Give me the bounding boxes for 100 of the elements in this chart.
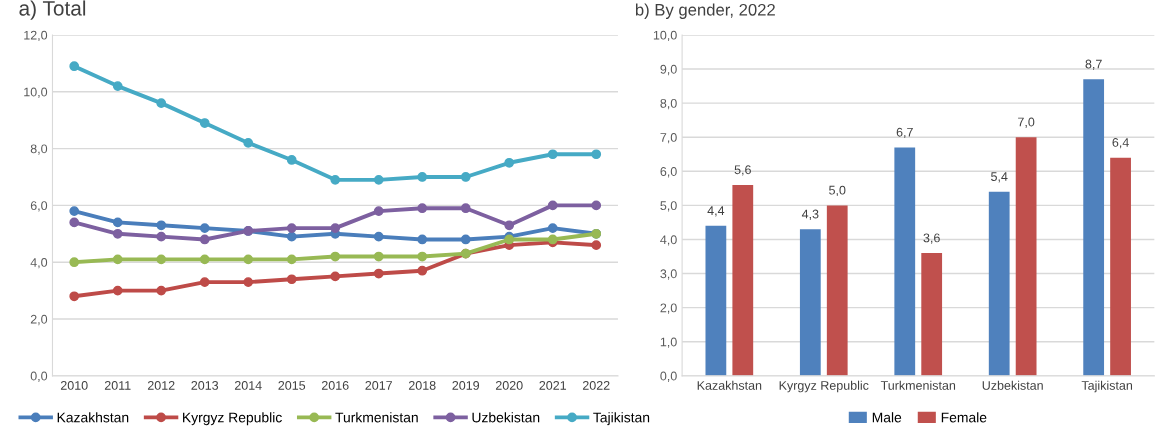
point: [460, 172, 471, 182]
point: [112, 217, 123, 228]
bar: [1083, 79, 1105, 376]
y-tick-label: 12,0: [24, 30, 48, 42]
point: [286, 274, 297, 285]
data-label: 7,0: [1018, 117, 1035, 128]
chart-title: b) By gender, 2022: [635, 3, 775, 19]
point: [373, 206, 384, 216]
point: [547, 149, 558, 160]
point: [417, 265, 428, 276]
point: [330, 223, 341, 233]
point: [156, 285, 167, 296]
x-tick-label: Kazakhstan: [697, 380, 762, 390]
y-tick-label: 8,0: [30, 144, 48, 155]
x-tick-label: 2017: [365, 381, 392, 390]
point: [330, 251, 341, 262]
point: [417, 172, 428, 182]
point: [330, 174, 341, 185]
point: [417, 203, 428, 214]
y-tick-label: 6,0: [660, 167, 677, 178]
point: [460, 203, 471, 214]
legend-label: Male: [872, 412, 902, 423]
bar: [732, 184, 754, 376]
bar: [1110, 157, 1131, 376]
point: [460, 234, 471, 245]
legend-label: Female: [941, 412, 987, 423]
x-tick-label: 2014: [234, 381, 262, 390]
data-label: 8,7: [1085, 59, 1102, 70]
point: [330, 271, 341, 282]
y-tick-label: 2,0: [660, 303, 677, 314]
point: [417, 234, 428, 245]
point: [243, 277, 254, 287]
point: [417, 251, 428, 262]
x-tick-label: Tajikistan: [1081, 380, 1133, 393]
data-label: 4,3: [801, 209, 819, 220]
y-tick-label: 0,0: [30, 371, 48, 382]
point: [156, 231, 167, 242]
x-tick-label: 2013: [191, 381, 219, 390]
chart-title: a) Total: [19, 0, 86, 20]
point: [69, 206, 80, 216]
point: [243, 254, 254, 265]
point: [504, 157, 515, 168]
point: [373, 251, 384, 262]
data-label: 5,0: [829, 185, 846, 197]
legend-label: Uzbekistan: [472, 412, 540, 423]
y-tick-label: 7,0: [660, 133, 677, 144]
x-tick-label: 2015: [278, 381, 306, 390]
data-label: 6,7: [896, 127, 913, 139]
x-tick-label: 2021: [539, 381, 567, 390]
x-tick-label: 2012: [147, 381, 175, 390]
bar: [988, 191, 1010, 376]
y-tick-label: 0,0: [660, 371, 677, 382]
point: [286, 155, 297, 165]
data-label: 5,4: [991, 172, 1008, 183]
x-tick-label: 2018: [408, 381, 436, 390]
bar: [1015, 137, 1037, 376]
bar: [826, 205, 848, 376]
point: [199, 223, 210, 233]
y-tick-label: 10,0: [653, 30, 677, 42]
data-label: 6,4: [1112, 138, 1129, 149]
point: [591, 200, 602, 211]
legend-label: Tajikistan: [593, 412, 650, 426]
legend-label: Turkmenistan: [335, 412, 418, 423]
data-label: 4,4: [707, 206, 725, 217]
x-tick-label: 2016: [321, 381, 349, 390]
point: [591, 240, 602, 251]
point: [112, 254, 123, 265]
point: [199, 277, 210, 287]
point: [69, 257, 80, 268]
point: [373, 231, 384, 242]
x-tick-label: Turkmenistan: [880, 380, 956, 390]
data-label: 5,6: [734, 165, 751, 176]
point: [69, 61, 80, 72]
y-tick-label: 10,0: [24, 87, 48, 98]
x-tick-label: 2022: [582, 381, 610, 390]
point: [547, 223, 558, 233]
y-tick-label: 5,0: [660, 201, 677, 212]
bar: [894, 147, 916, 376]
point: [286, 254, 297, 265]
point: [112, 285, 123, 296]
x-tick-label: 2019: [452, 381, 480, 390]
point: [504, 220, 515, 231]
legend-label: Kyrgyz Republic: [183, 412, 282, 426]
point: [286, 223, 297, 233]
point: [69, 291, 80, 302]
bar: [921, 253, 943, 376]
x-tick-label: Uzbekistan: [982, 380, 1043, 390]
point: [547, 200, 558, 211]
point: [199, 118, 210, 128]
y-tick-label: 3,0: [660, 269, 677, 280]
bar: [799, 229, 821, 376]
point: [199, 234, 210, 245]
x-tick-label: 2011: [104, 381, 131, 390]
y-tick-label: 4,0: [660, 235, 677, 246]
point: [156, 220, 167, 231]
x-tick-label: Kyrgyz Republic: [779, 380, 869, 393]
y-tick-label: 9,0: [660, 64, 677, 76]
point: [286, 231, 297, 242]
x-tick-label: 2020: [495, 381, 523, 390]
point: [199, 254, 210, 265]
